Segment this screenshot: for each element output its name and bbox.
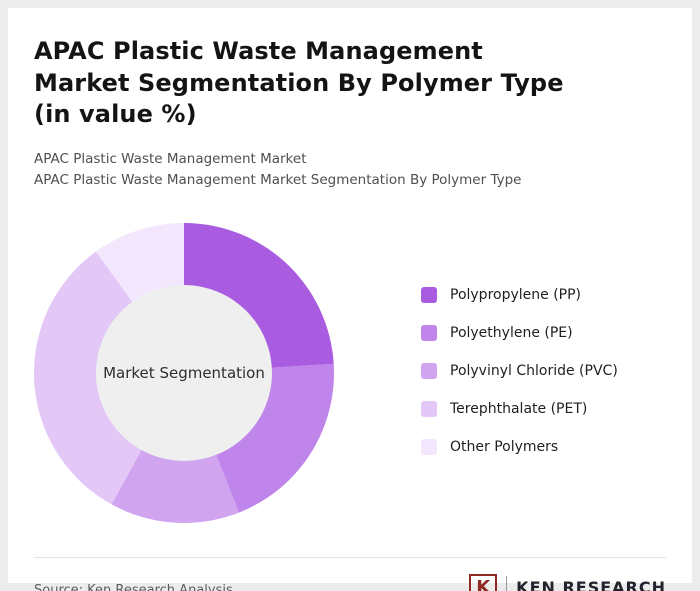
chart-legend: Polypropylene (PP) Polyethylene (PE) Pol… bbox=[421, 223, 618, 477]
legend-swatch-pp bbox=[421, 286, 437, 303]
logo-k-letter: K bbox=[476, 577, 491, 591]
legend-label-pp: Polypropylene (PP) bbox=[450, 286, 582, 303]
ken-research-logo: K KEN RESEARCH bbox=[469, 573, 666, 591]
logo-k-icon: K bbox=[469, 573, 498, 591]
legend-item-other: Other Polymers bbox=[421, 438, 618, 455]
logo-wordmark: KEN RESEARCH bbox=[516, 578, 666, 591]
legend-swatch-pvc bbox=[421, 362, 437, 379]
donut-center: Market Segmentation bbox=[96, 284, 272, 461]
legend-label-pvc: Polyvinyl Chloride (PVC) bbox=[450, 362, 618, 379]
footer-divider bbox=[34, 556, 666, 558]
page-title: APAC Plastic Waste Management Market Seg… bbox=[34, 37, 564, 129]
donut-chart: Market Segmentation bbox=[34, 222, 334, 523]
legend-item-pet: Terephthalate (PET) bbox=[421, 400, 618, 417]
subtitle-segmentation: APAC Plastic Waste Management Market Seg… bbox=[34, 171, 522, 188]
legend-label-pet: Terephthalate (PET) bbox=[450, 400, 588, 417]
legend-swatch-other bbox=[421, 438, 437, 455]
legend-label-pe: Polyethylene (PE) bbox=[450, 324, 573, 341]
legend-item-pp: Polypropylene (PP) bbox=[421, 286, 618, 303]
legend-label-other: Other Polymers bbox=[450, 438, 559, 455]
source-text: Source: Ken Research Analysis bbox=[34, 582, 233, 591]
donut-chart-wrap: Market Segmentation bbox=[34, 222, 334, 523]
report-card: APAC Plastic Waste Management Market Seg… bbox=[8, 8, 692, 591]
subtitle-market: APAC Plastic Waste Management Market bbox=[34, 151, 307, 168]
footer: Source: Ken Research Analysis K KEN RESE… bbox=[34, 573, 666, 591]
legend-item-pe: Polyethylene (PE) bbox=[421, 324, 618, 341]
chart-area: Market Segmentation Polypropylene (PP) P… bbox=[34, 222, 666, 523]
logo-separator bbox=[506, 575, 508, 591]
legend-item-pvc: Polyvinyl Chloride (PVC) bbox=[421, 362, 618, 379]
legend-swatch-pe bbox=[421, 324, 437, 341]
legend-swatch-pet bbox=[421, 400, 437, 417]
donut-center-label: Market Segmentation bbox=[103, 363, 265, 382]
